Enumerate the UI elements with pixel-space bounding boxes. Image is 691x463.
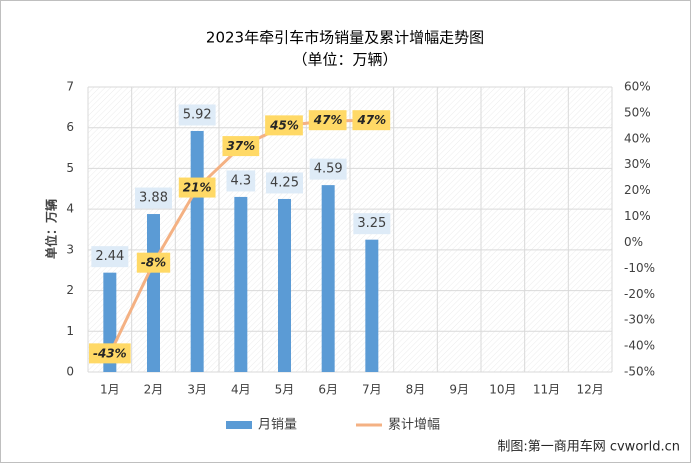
line-value-label-box (178, 177, 216, 198)
bar (365, 239, 379, 372)
x-tick-label: 12月 (577, 383, 604, 397)
chart-title: 2023年牵引车市场销量及累计增幅走势图 (206, 29, 484, 47)
bar-value-label-box (91, 246, 129, 268)
line-value-label-box (352, 110, 391, 131)
legend-swatch (226, 421, 252, 429)
bar-value-label-box (135, 187, 172, 209)
y2-tick-label: -40% (624, 339, 655, 353)
line-value-label-box (136, 252, 171, 273)
bar-value-label: 4.59 (314, 162, 343, 177)
bar (321, 185, 335, 372)
bar (234, 196, 248, 372)
line-value-label-box (222, 136, 260, 157)
y2-tick-label: -30% (624, 313, 655, 327)
x-tick-label: 3月 (187, 383, 207, 397)
line-value-label: 45% (269, 118, 299, 132)
bar-value-label: 3.25 (357, 216, 386, 231)
bar-value-label-box (178, 104, 216, 126)
legend-label: 累计增幅 (388, 418, 440, 433)
y-tick-label: 2 (66, 283, 74, 297)
y-tick-label: 3 (66, 242, 74, 256)
bar-value-label-box (353, 213, 391, 235)
chart-subtitle: （单位：万辆） (292, 51, 397, 69)
y2-tick-label: -50% (624, 365, 655, 379)
y2-tick-label: 30% (624, 157, 651, 171)
x-tick-label: 10月 (489, 383, 516, 397)
line-value-label: 47% (356, 113, 386, 127)
line-value-label: 47% (313, 113, 343, 127)
x-tick-label: 8月 (406, 383, 426, 397)
bar (147, 214, 160, 372)
y-tick-label: 4 (66, 202, 74, 216)
y2-tick-label: -10% (624, 261, 655, 275)
line-value-label: -8% (141, 256, 166, 270)
line-value-label-box (308, 110, 347, 131)
bar (190, 130, 204, 372)
bar-value-label-box (266, 172, 303, 194)
y2-tick-label: 60% (624, 80, 651, 94)
y2-tick-label: 20% (624, 183, 651, 197)
y2-tick-label: 10% (624, 209, 651, 223)
bar (278, 198, 291, 372)
y-tick-label: 5 (66, 161, 74, 175)
x-tick-label: 2月 (144, 383, 164, 397)
bar-value-label: 4.3 (230, 173, 251, 188)
y-tick-label: 0 (66, 365, 74, 379)
bar-value-label-box (309, 158, 347, 180)
bar-value-label-box (226, 170, 256, 192)
y2-tick-label: 50% (624, 105, 651, 119)
bar-value-label: 3.88 (139, 191, 168, 206)
line-value-label-box (88, 343, 131, 364)
bar-value-label: 5.92 (183, 107, 212, 122)
x-tick-label: 11月 (533, 383, 560, 397)
x-tick-label: 5月 (275, 383, 295, 397)
line-value-label: -43% (93, 346, 127, 360)
y-axis-label: 单位：万辆 (44, 199, 59, 259)
line-value-label: 37% (226, 139, 255, 153)
x-tick-label: 6月 (318, 383, 338, 397)
x-tick-label: 4月 (231, 383, 251, 397)
y2-tick-label: -20% (624, 287, 655, 301)
y2-tick-label: 40% (624, 131, 651, 145)
y-tick-label: 1 (66, 324, 74, 338)
x-tick-label: 7月 (362, 383, 382, 397)
legend-label: 月销量 (258, 418, 297, 433)
bar-value-label: 4.25 (270, 175, 299, 190)
y-tick-label: 7 (66, 80, 74, 94)
y-tick-label: 6 (66, 120, 74, 134)
line-value-label: 21% (183, 181, 212, 195)
bar-value-label: 2.44 (95, 249, 124, 264)
y2-tick-label: 0% (624, 235, 643, 249)
x-tick-label: 1月 (100, 383, 120, 397)
line-value-label-box (265, 115, 303, 136)
source-note: 制图:第一商用车网 cvworld.cn (497, 439, 680, 455)
x-tick-label: 9月 (449, 383, 469, 397)
